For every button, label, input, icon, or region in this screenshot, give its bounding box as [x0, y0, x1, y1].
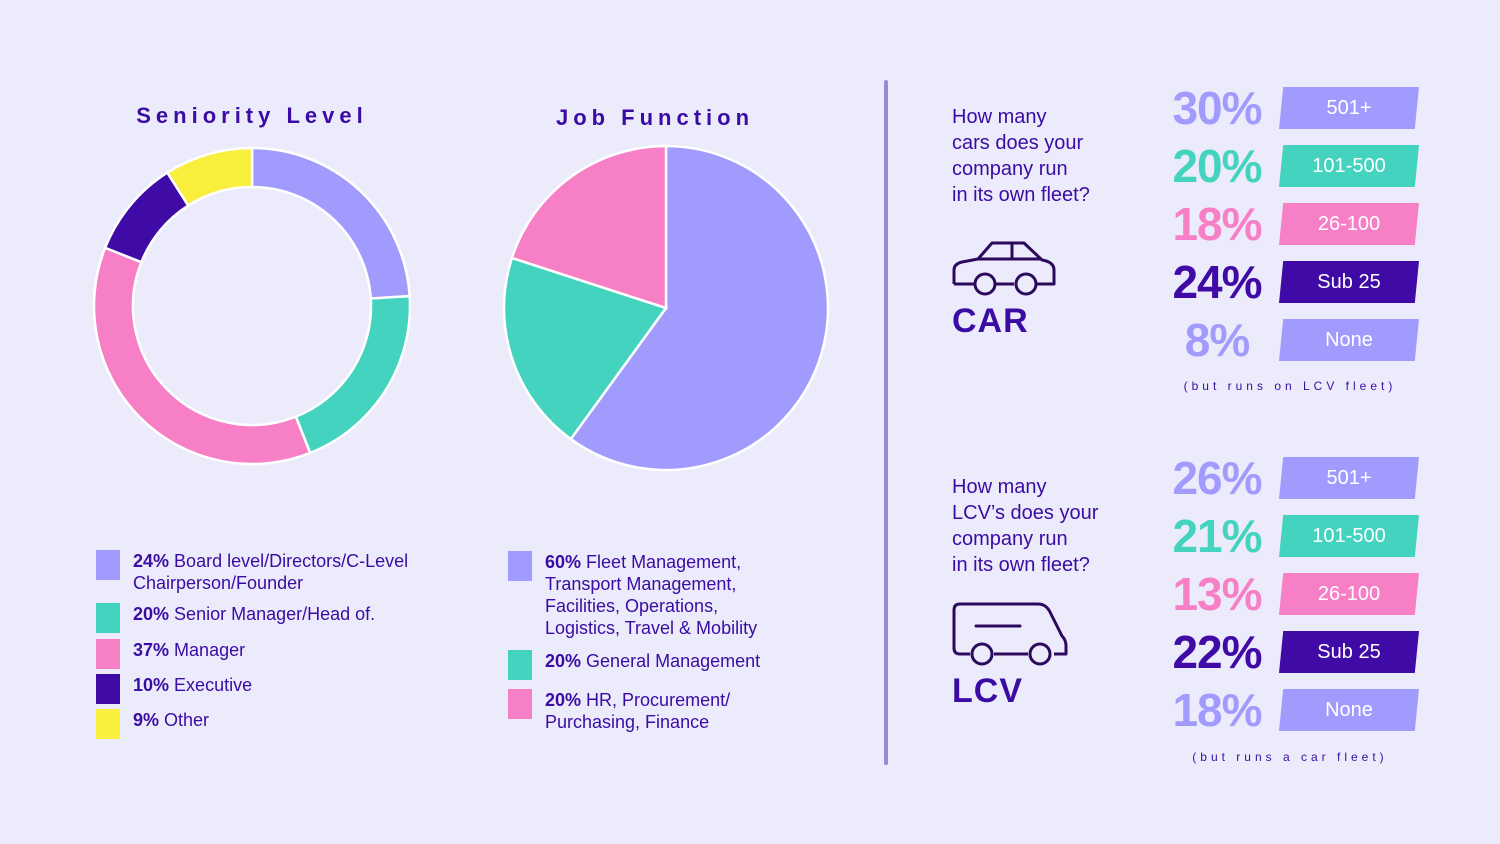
job-function-pie-chart: [502, 144, 830, 472]
seniority-legend-item-senior-manager: 20% Senior Manager/Head of.: [96, 603, 375, 633]
legend-pct: 20%: [545, 651, 582, 671]
lcv-note: (but runs a car fleet): [1192, 750, 1388, 764]
car-category-tag: Sub 25: [1279, 261, 1419, 303]
lcv-label: LCV: [952, 672, 1023, 710]
question-line: cars does your: [952, 132, 1084, 154]
legend-label: Other: [164, 710, 210, 730]
car-percentage: 30%: [1172, 82, 1262, 134]
seniority-legend-item-executive: 10% Executive: [96, 674, 252, 704]
lcv-percentage: 22%: [1172, 626, 1262, 678]
car-percentage: 20%: [1172, 140, 1262, 192]
question-line: company run: [952, 528, 1068, 550]
car-category-tag: None: [1279, 319, 1419, 361]
car-percentage: 8%: [1184, 314, 1250, 366]
lavender-swatch: [508, 551, 532, 581]
van-icon: [952, 602, 1068, 666]
seniority-chart-title: Seniority Level: [136, 103, 368, 128]
legend-pct: 20%: [545, 690, 582, 710]
slice-fleet: [569, 144, 830, 472]
lcv-percentage: 13%: [1172, 568, 1262, 620]
question-line: How many: [952, 106, 1047, 128]
car-category-tag: 501+: [1279, 87, 1419, 129]
lcv-question: How many LCV’s does your company run in …: [952, 474, 1098, 578]
legend-label: Fleet Management, Transport Management, …: [545, 552, 758, 638]
seniority-legend-item-manager: 37% Manager: [96, 639, 245, 669]
question-line: How many: [952, 476, 1047, 498]
question-line: LCV’s does your: [952, 502, 1099, 524]
slice-board: [250, 146, 412, 300]
legend-pct: 10%: [133, 675, 170, 695]
seniority-legend-item-other: 9% Other: [96, 709, 209, 739]
car-category-tag: 26-100: [1279, 203, 1419, 245]
car-question: How many cars does your company run in i…: [952, 104, 1090, 208]
yellow-swatch: [96, 709, 120, 739]
job-function-chart-title: Job Function: [555, 105, 755, 130]
seniority-legend-item-board: 24% Board level/Directors/C-Level Chairp…: [96, 550, 463, 594]
legend-label: HR, Procurement/ Purchasing, Finance: [545, 690, 731, 732]
legend-pct: 37%: [133, 640, 170, 660]
indigo-swatch: [96, 674, 120, 704]
lcv-percentage: 26%: [1172, 452, 1262, 504]
car-percentage: 24%: [1172, 256, 1262, 308]
legend-pct: 9%: [133, 710, 160, 730]
slice-manager: [92, 246, 312, 466]
lcv-category-tag: Sub 25: [1279, 631, 1419, 673]
car-note: (but runs on LCV fleet): [1183, 379, 1397, 393]
slice-general: [502, 256, 669, 441]
slice-senior: [294, 294, 412, 455]
teal-swatch: [508, 650, 532, 680]
pink-swatch: [508, 689, 532, 719]
legend-label: Board level/Directors/C-Level Chairperso…: [133, 551, 409, 593]
lcv-category-tag: 26-100: [1279, 573, 1419, 615]
lcv-percentage: 21%: [1172, 510, 1262, 562]
legend-pct: 60%: [545, 552, 582, 572]
legend-pct: 24%: [133, 551, 170, 571]
question-line: in its own fleet?: [952, 184, 1090, 206]
legend-label: Executive: [174, 675, 253, 695]
vertical-divider: [884, 80, 888, 765]
job-legend-item-hr: 20% HR, Procurement/ Purchasing, Finance: [508, 689, 760, 733]
job-legend-item-general-management: 20% General Management: [508, 650, 760, 680]
legend-label: General Management: [586, 651, 761, 671]
car-percentage: 18%: [1172, 198, 1262, 250]
legend-label: Senior Manager/Head of.: [174, 604, 376, 624]
legend-pct: 20%: [133, 604, 170, 624]
lcv-category-tag: 501+: [1279, 457, 1419, 499]
teal-swatch: [96, 603, 120, 633]
slice-hr: [510, 144, 668, 310]
job-legend-item-fleet: 60% Fleet Management, Transport Manageme…: [508, 551, 785, 639]
lcv-category-tag: None: [1279, 689, 1419, 731]
car-category-tag: 101-500: [1279, 145, 1419, 187]
question-line: in its own fleet?: [952, 554, 1090, 576]
lcv-category-tag: 101-500: [1279, 515, 1419, 557]
question-line: company run: [952, 158, 1068, 180]
pink-swatch: [96, 639, 120, 669]
lavender-swatch: [96, 550, 120, 580]
lcv-percentage: 18%: [1172, 684, 1262, 736]
car-label: CAR: [952, 302, 1029, 340]
seniority-donut-chart: [92, 146, 412, 466]
slice-other: [165, 146, 254, 208]
car-icon: [952, 241, 1056, 296]
legend-label: Manager: [174, 640, 246, 660]
